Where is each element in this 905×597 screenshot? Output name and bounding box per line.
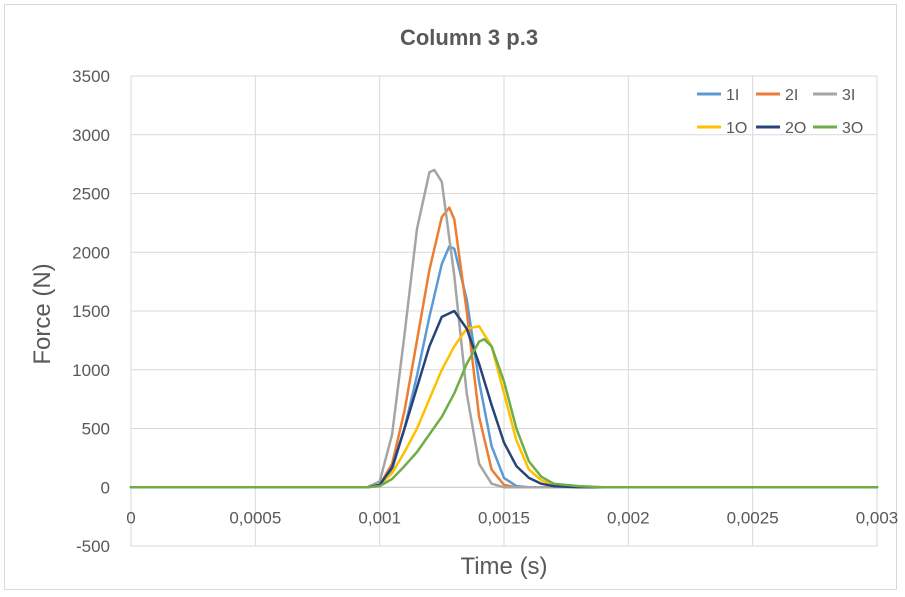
y-tick-label: 1500 (72, 302, 110, 321)
series-line-3O (129, 337, 879, 489)
chart-area (4, 4, 897, 590)
x-tick-label: 0,001 (358, 508, 401, 527)
x-tick-label: 0,0015 (478, 508, 530, 527)
y-tick-label: 0 (101, 478, 110, 497)
y-tick-label: 2500 (72, 185, 110, 204)
legend-label-3O: 3O (842, 120, 863, 137)
chart-title: Column 3 p.3 (400, 25, 538, 50)
legend-label-1I: 1I (726, 87, 739, 104)
gridlines (130, 75, 878, 547)
x-tick-label: 0 (126, 508, 135, 527)
legend-label-3I: 3I (842, 87, 855, 104)
legend-label-2O: 2O (785, 120, 806, 137)
series-group (129, 168, 879, 489)
y-tick-label: 3500 (72, 67, 110, 86)
y-tick-label: 2000 (72, 243, 110, 262)
x-tick-label: 0,0005 (229, 508, 281, 527)
x-tick-label: 0,0025 (727, 508, 779, 527)
legend-label-1O: 1O (726, 120, 747, 137)
x-tick-label: 0,003 (856, 508, 899, 527)
y-axis-title: Force (N) (29, 263, 56, 364)
series-line-3I (129, 168, 879, 489)
y-tick-label: -500 (76, 537, 110, 556)
x-tick-label: 0,002 (607, 508, 650, 527)
y-tick-label: 500 (82, 420, 110, 439)
series-line-2O (129, 309, 879, 489)
y-tick-label: 3000 (72, 126, 110, 145)
legend-label-2I: 2I (785, 87, 798, 104)
y-tick-label: 1000 (72, 361, 110, 380)
legend: 1I 2I 3I 1O 2O 3O (697, 87, 863, 137)
x-axis-title: Time (s) (460, 553, 547, 580)
